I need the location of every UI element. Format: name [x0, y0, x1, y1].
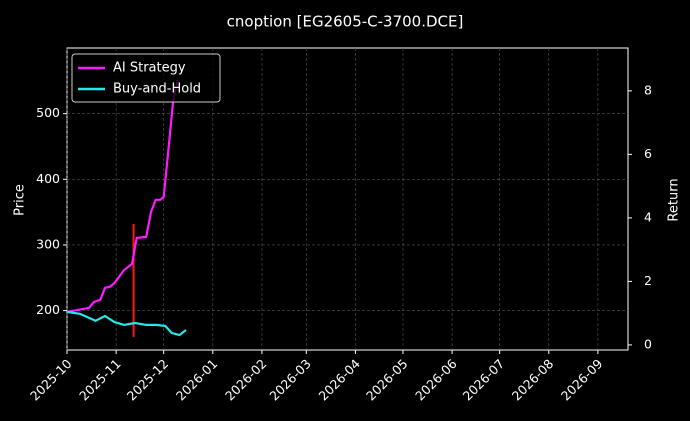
- y-tick-label: 500: [36, 105, 60, 120]
- series-line: [66, 79, 179, 313]
- x-tick-label: 2025-10: [27, 356, 75, 404]
- y2-tick-label: 0: [644, 336, 652, 351]
- y2-tick-label: 6: [644, 146, 652, 161]
- x-tick-label: 2026-09: [558, 356, 606, 404]
- y-tick-label: 300: [36, 236, 60, 251]
- x-tick-label: 2025-11: [76, 356, 124, 404]
- series-line: [66, 310, 187, 337]
- legend-label: Buy-and-Hold: [113, 82, 201, 97]
- x-tick-label: 2026-01: [173, 356, 221, 404]
- x-tick-label: 2026-06: [412, 356, 460, 404]
- x-tick-label: 2026-03: [266, 356, 314, 404]
- x-tick-label: 2026-05: [363, 356, 411, 404]
- y2-tick-label: 8: [644, 82, 652, 97]
- legend: AI Strategy Buy-and-Hold: [71, 53, 221, 103]
- y-axis-label: Price: [13, 184, 28, 216]
- x-tick-label: 2026-08: [509, 356, 557, 404]
- x-tick-label: 2025-12: [124, 356, 172, 404]
- y2-tick-label: 2: [644, 273, 652, 288]
- chart-title: cnoption [EG2605-C-3700.DCE]: [227, 13, 464, 31]
- x-tick-label: 2026-07: [460, 356, 508, 404]
- legend-label: AI Strategy: [113, 61, 186, 76]
- grid: [66, 48, 628, 350]
- x-tick-label: 2026-04: [315, 356, 363, 404]
- y2-axis-label: Return: [667, 178, 682, 221]
- y2-tick-label: 4: [644, 209, 652, 224]
- x-tick-label: 2026-02: [222, 356, 270, 404]
- legend-box: [71, 53, 221, 103]
- y-tick-label: 200: [36, 302, 60, 317]
- y-tick-label: 400: [36, 171, 60, 186]
